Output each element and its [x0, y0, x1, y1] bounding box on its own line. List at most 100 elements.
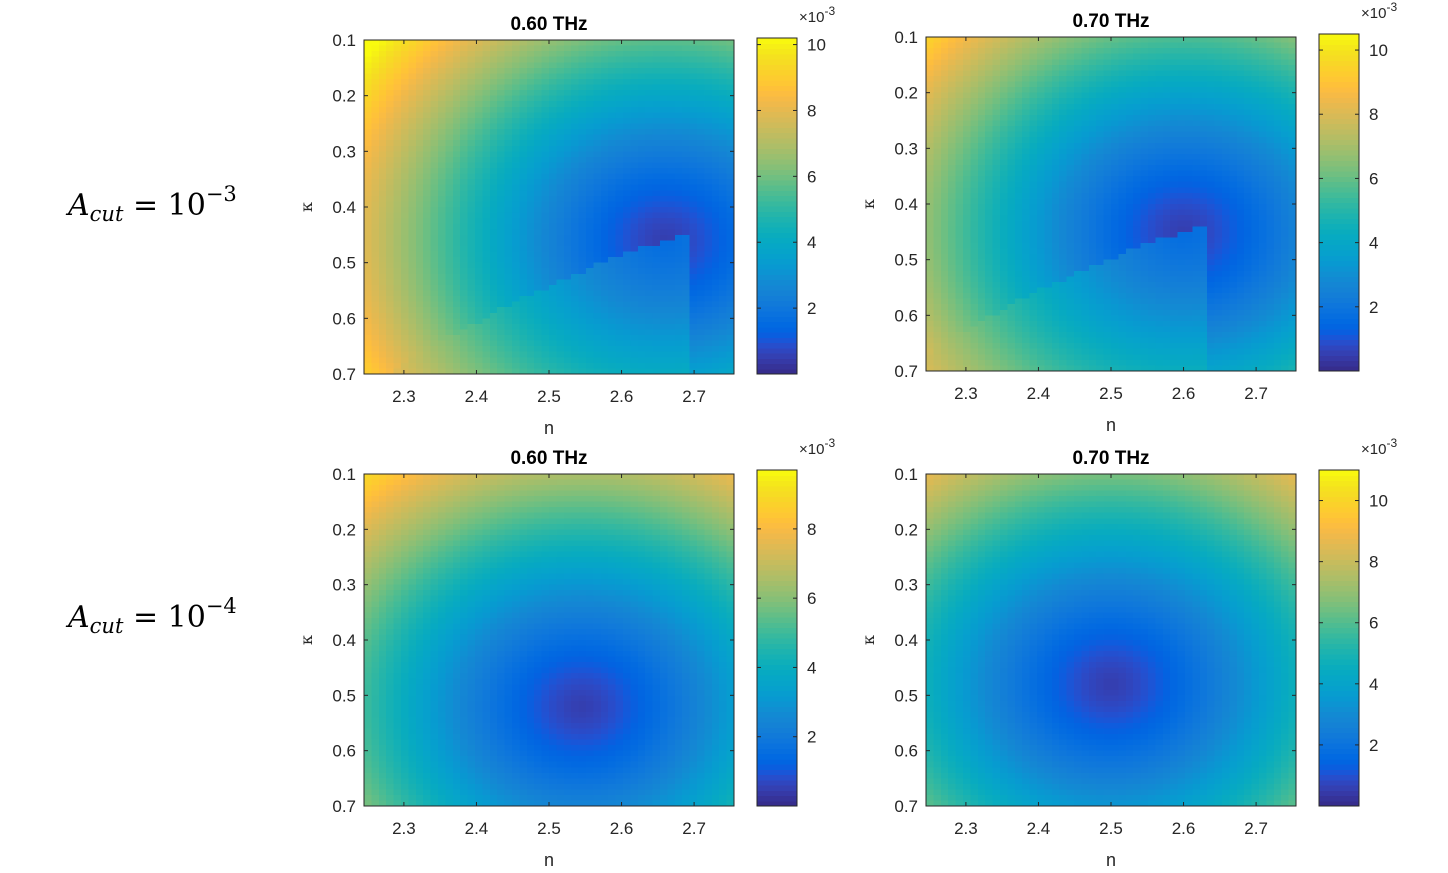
heatmap-cell	[1044, 153, 1053, 161]
heatmap-cell	[719, 129, 728, 136]
heatmap-cell	[415, 184, 424, 191]
heatmap-cell	[689, 351, 698, 358]
heatmap-cell	[600, 323, 609, 331]
heatmap-cell	[541, 290, 550, 297]
heatmap-cell	[534, 362, 543, 370]
heatmap-cell	[667, 346, 676, 353]
heatmap-cell	[1074, 192, 1082, 200]
heatmap-cell	[615, 312, 624, 319]
heatmap-cell	[719, 323, 728, 331]
heatmap-cell	[1014, 114, 1023, 122]
heatmap-cell	[726, 168, 735, 175]
heatmap-cell	[689, 78, 698, 86]
heatmap-cell	[415, 307, 424, 314]
heatmap-cell	[1266, 170, 1275, 177]
heatmap-cell	[630, 40, 639, 47]
heatmap-cell	[401, 117, 409, 125]
heatmap-cell	[689, 218, 698, 225]
heatmap-cell	[1051, 87, 1060, 94]
heatmap-cell	[615, 106, 624, 113]
heatmap-cell	[364, 184, 372, 191]
heatmap-cell	[1118, 92, 1127, 99]
heatmap-cell	[497, 112, 506, 119]
y-tick-label: 0.3	[332, 142, 356, 161]
heatmap-cell	[682, 368, 691, 375]
heatmap-cell	[371, 45, 380, 52]
heatmap-cell	[586, 101, 594, 108]
heatmap-cell	[608, 234, 617, 241]
heatmap-cell	[563, 134, 572, 141]
heatmap-cell	[571, 151, 580, 158]
heatmap-cell	[1199, 75, 1208, 83]
heatmap-cell	[726, 262, 735, 269]
heatmap-cell	[1081, 53, 1090, 60]
heatmap-cell	[386, 262, 395, 269]
heatmap-cell	[452, 151, 461, 158]
heatmap-cell	[660, 179, 668, 186]
heatmap-cell	[667, 179, 676, 186]
heatmap-cell	[667, 273, 676, 280]
heatmap-cell	[1007, 75, 1016, 83]
heatmap-cell	[963, 137, 971, 144]
heatmap-cell	[1066, 87, 1075, 94]
heatmap-cell	[682, 240, 691, 247]
heatmap-cell	[1185, 131, 1193, 138]
colorbar-swatch	[757, 347, 797, 354]
heatmap-cell	[519, 84, 528, 91]
heatmap-cell	[393, 362, 402, 370]
heatmap-cell	[541, 156, 550, 164]
heatmap-cell	[593, 40, 602, 47]
heatmap-cell	[1000, 53, 1008, 60]
heatmap-cell	[541, 257, 550, 264]
heatmap-cell	[415, 40, 424, 47]
heatmap-cell	[955, 42, 964, 49]
heatmap-cell	[985, 142, 994, 149]
heatmap-cell	[519, 296, 528, 303]
heatmap-cell	[452, 351, 461, 358]
heatmap-cell	[1281, 192, 1290, 200]
heatmap-cell	[608, 212, 617, 219]
heatmap-cell	[1096, 204, 1105, 211]
heatmap-cell	[378, 51, 387, 58]
heatmap-cell	[563, 162, 572, 169]
heatmap-cell	[1051, 226, 1060, 233]
heatmap-cell	[541, 90, 550, 97]
heatmap-cell	[637, 357, 646, 364]
heatmap-cell	[586, 340, 594, 347]
heatmap-cell	[556, 179, 565, 186]
heatmap-cell	[504, 268, 513, 275]
heatmap-cell	[401, 245, 409, 253]
heatmap-cell	[1148, 48, 1156, 55]
heatmap-cell	[1229, 114, 1238, 122]
heatmap-cell	[1214, 137, 1223, 144]
heatmap-cell	[682, 184, 691, 191]
heatmap-cell	[1140, 170, 1149, 177]
heatmap-cell	[489, 279, 498, 286]
heatmap-cell	[926, 192, 934, 200]
heatmap-cell	[637, 123, 646, 130]
heatmap-cell	[371, 106, 380, 113]
heatmap-cell	[526, 290, 535, 297]
heatmap-cell	[1148, 181, 1156, 188]
heatmap-cell	[423, 268, 432, 275]
heatmap-cell	[1199, 209, 1208, 216]
heatmap-cell	[401, 357, 409, 364]
heatmap-cell	[1185, 204, 1193, 211]
heatmap-cell	[371, 212, 380, 219]
heatmap-cell	[519, 335, 528, 342]
heatmap-cell	[719, 73, 728, 80]
heatmap-cell	[1074, 103, 1082, 110]
heatmap-cell	[1266, 237, 1275, 244]
heatmap-cell	[1273, 148, 1282, 155]
heatmap-cell	[512, 151, 520, 158]
heatmap-cell	[1222, 181, 1230, 188]
heatmap-cell	[423, 168, 432, 175]
heatmap-cell	[682, 173, 691, 180]
heatmap-cell	[1118, 59, 1127, 66]
heatmap-cell	[571, 229, 580, 236]
heatmap-cell	[512, 268, 520, 275]
heatmap-cell	[615, 129, 624, 136]
heatmap-cell	[637, 151, 646, 158]
heatmap-cell	[970, 75, 979, 83]
heatmap-cell	[482, 245, 491, 253]
